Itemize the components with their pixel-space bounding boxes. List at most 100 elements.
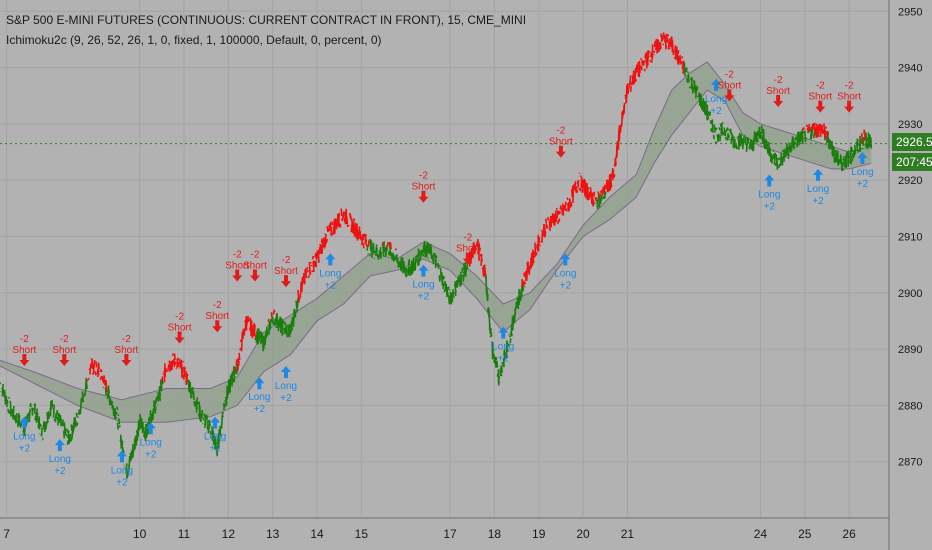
price-segment	[591, 192, 594, 203]
price-segment	[848, 155, 851, 159]
price-segment	[463, 262, 466, 276]
price-segment	[810, 128, 814, 137]
price-segment	[869, 134, 872, 147]
price-segment	[610, 180, 613, 188]
long-signal[interactable]: Long+2	[319, 253, 341, 291]
price-segment	[430, 246, 433, 260]
long-arrow-icon	[145, 422, 156, 435]
y-tick-label: 2910	[898, 231, 922, 243]
price-segment	[132, 448, 135, 458]
price-segment	[284, 326, 287, 335]
price-segment	[223, 402, 226, 411]
long-signal[interactable]: Long+2	[851, 152, 874, 190]
long-signal[interactable]: Long+2	[49, 439, 71, 477]
price-segment	[244, 316, 247, 331]
long-signal[interactable]: Long+2	[412, 264, 435, 303]
chart-title: S&P 500 E-MINI FUTURES (CONTINUOUS: CURR…	[6, 13, 527, 27]
price-segment	[774, 152, 777, 157]
long-signal[interactable]: Long+2	[554, 253, 576, 291]
price-segment	[206, 416, 209, 421]
price-segment	[544, 218, 548, 224]
price-segment	[411, 263, 415, 273]
long-signal[interactable]: Long+2	[140, 422, 162, 460]
price-segment	[0, 382, 2, 385]
long-label: Long	[851, 167, 873, 178]
price-segment	[422, 253, 425, 257]
long-signal[interactable]: Long+2	[275, 365, 297, 404]
price-segment	[368, 239, 371, 242]
long-arrow-icon	[813, 168, 824, 181]
price-segment	[856, 138, 859, 147]
price-segment	[710, 128, 713, 133]
long-signal[interactable]: Long+2	[758, 174, 780, 213]
price-segment	[599, 198, 602, 205]
long-signal[interactable]: Long+2	[705, 78, 727, 117]
price-segment	[565, 208, 568, 212]
price-segment	[308, 274, 311, 277]
price-segment	[32, 408, 35, 411]
price-segment	[418, 250, 421, 255]
price-segment	[747, 138, 750, 141]
price-segment	[270, 318, 273, 321]
price-segment	[793, 146, 796, 150]
y-tick-label: 2920	[898, 175, 922, 187]
price-segment	[760, 137, 763, 140]
price-segment	[840, 155, 843, 166]
price-segment	[90, 357, 93, 360]
indicator-legend[interactable]: Ichimoku2c (9, 26, 52, 26, 1, 0, fixed, …	[6, 33, 382, 47]
price-segment	[756, 138, 759, 143]
price-segment	[870, 137, 873, 149]
price-segment	[554, 210, 557, 222]
price-segment	[330, 233, 333, 236]
long-qty-label: +2	[710, 106, 722, 117]
price-segment	[650, 52, 653, 58]
short-arrow-icon	[249, 269, 260, 282]
price-segment	[240, 332, 244, 351]
price-segment	[81, 391, 85, 403]
x-tick-label: 25	[798, 527, 812, 541]
long-signal[interactable]: Long+2	[248, 377, 271, 415]
price-segment	[80, 397, 84, 404]
short-qty-label: -2	[213, 300, 222, 311]
price-segment	[717, 133, 720, 138]
price-segment	[166, 370, 169, 373]
long-arrow-icon	[19, 416, 30, 429]
long-qty-label: +2	[254, 404, 266, 415]
price-segment	[117, 414, 120, 417]
price-segment	[659, 42, 662, 49]
price-segment	[238, 352, 241, 361]
price-segment	[48, 413, 51, 417]
price-segment	[283, 321, 287, 326]
price-segment	[99, 376, 102, 381]
long-signal[interactable]: Long+2	[111, 450, 133, 488]
price-segment	[206, 420, 209, 430]
price-segment	[266, 328, 269, 336]
long-signal[interactable]: Long+2	[492, 326, 514, 365]
price-segment	[818, 123, 821, 131]
long-label: Long	[13, 432, 35, 443]
short-label: Short	[411, 182, 435, 193]
price-segment	[257, 333, 260, 343]
price-segment	[69, 433, 72, 442]
price-segment	[146, 422, 149, 435]
price-segment	[453, 296, 456, 299]
long-signal[interactable]: Long+2	[204, 416, 226, 455]
long-signal[interactable]: Long+2	[13, 416, 36, 455]
long-signal[interactable]: Long+2	[807, 168, 829, 207]
